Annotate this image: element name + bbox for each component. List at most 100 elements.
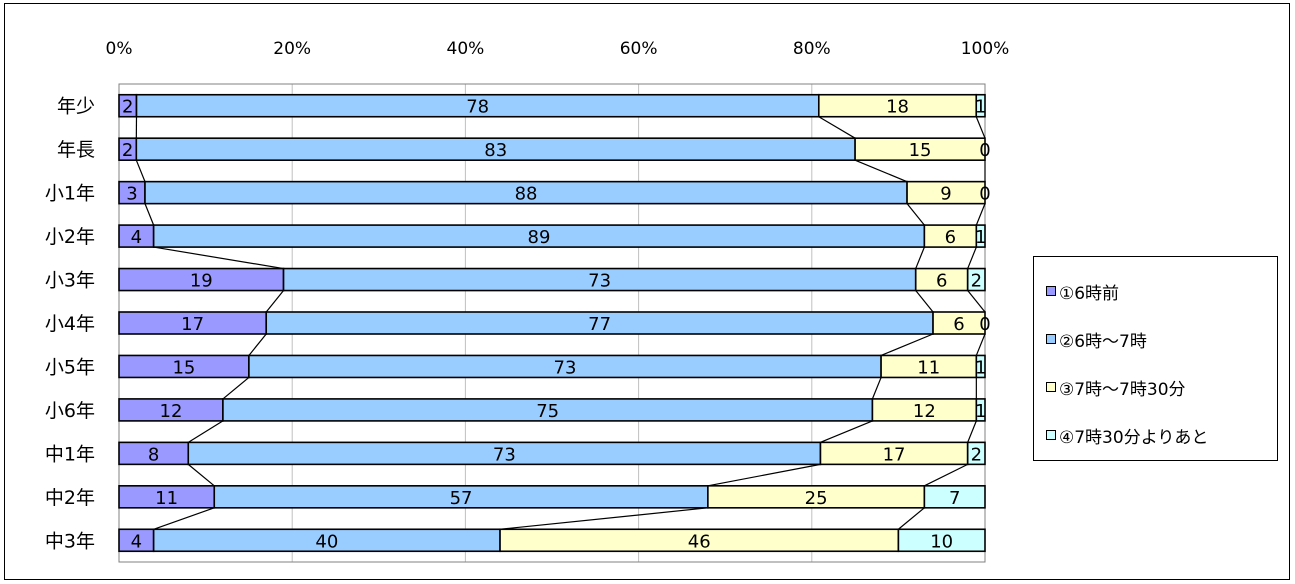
- legend-swatch-series-2: [1046, 334, 1056, 344]
- data-label: 0: [979, 140, 990, 161]
- data-label: 19: [190, 271, 213, 292]
- series-line: [153, 507, 215, 530]
- data-label: 57: [450, 488, 473, 509]
- series-line: [967, 290, 986, 313]
- data-label: 10: [930, 531, 953, 552]
- legend-swatch-series-4: [1046, 430, 1056, 440]
- series-line: [265, 290, 285, 313]
- series-line: [707, 463, 821, 487]
- series-line: [975, 203, 986, 226]
- x-tick-label: 60%: [620, 39, 658, 59]
- data-label: 9: [940, 184, 951, 205]
- data-label: 17: [181, 314, 204, 335]
- category-label: 中2年: [45, 487, 95, 509]
- series-line: [975, 333, 986, 356]
- legend-item-series-3: ③7時～7時30分: [1046, 375, 1186, 400]
- series-line: [499, 507, 708, 530]
- data-label: 75: [536, 401, 559, 422]
- category-label: 小2年: [45, 226, 95, 248]
- data-label: 78: [466, 97, 489, 118]
- data-label: 73: [493, 444, 516, 465]
- data-label: 1: [975, 357, 986, 378]
- data-label: 15: [909, 140, 932, 161]
- series-line: [248, 333, 267, 356]
- x-tick-label: 80%: [793, 39, 831, 59]
- bar-segment: [906, 180, 986, 205]
- legend-swatch-series-1: [1046, 286, 1056, 296]
- bar-segment: [966, 267, 986, 292]
- legend-label-series-2: ②6時～7時: [1059, 331, 1147, 352]
- data-label: 0: [979, 314, 990, 335]
- bar-segment: [897, 528, 986, 553]
- data-label: 1: [975, 97, 986, 118]
- series-line: [967, 246, 977, 269]
- x-tick-label: 20%: [273, 39, 311, 59]
- category-label: 小6年: [45, 400, 95, 422]
- x-tick-label: 40%: [447, 39, 485, 59]
- data-label: 8: [148, 444, 159, 465]
- data-label: 25: [805, 488, 828, 509]
- series-line: [854, 159, 908, 183]
- series-line: [967, 420, 977, 443]
- data-label: 4: [131, 227, 142, 248]
- legend: ①6時前 ②6時～7時 ③7時～7時30分 ④7時30分よりあと: [1033, 256, 1278, 461]
- series-line: [222, 376, 250, 400]
- data-label: 77: [588, 314, 611, 335]
- series-line: [915, 246, 925, 269]
- series-line: [187, 463, 215, 487]
- category-label: 中3年: [45, 530, 95, 552]
- data-label: 2: [971, 271, 982, 292]
- data-label: 17: [883, 444, 906, 465]
- data-label: 15: [172, 357, 195, 378]
- bar-segment: [975, 93, 986, 118]
- category-label: 小3年: [45, 270, 95, 292]
- data-label: 73: [554, 357, 577, 378]
- data-label: 6: [953, 314, 964, 335]
- x-tick-label: 0%: [106, 39, 133, 59]
- data-label: 2: [971, 444, 982, 465]
- data-label: 46: [688, 531, 711, 552]
- data-label: 6: [945, 227, 956, 248]
- series-line: [135, 159, 146, 182]
- bar-segment: [923, 485, 986, 509]
- data-label: 83: [484, 140, 507, 161]
- legend-item-series-4: ④7時30分よりあと: [1046, 423, 1208, 448]
- series-line: [898, 507, 925, 530]
- data-label: 11: [917, 357, 940, 378]
- data-label: 0: [979, 184, 990, 205]
- series-line: [144, 203, 155, 226]
- bar-segment: [975, 354, 986, 379]
- data-label: 73: [588, 271, 611, 292]
- data-label: 2: [122, 97, 133, 118]
- category-label: 中1年: [45, 443, 95, 465]
- category-label: 年長: [57, 139, 95, 161]
- legend-item-series-1: ①6時前: [1046, 279, 1120, 304]
- bar-segment: [854, 137, 986, 161]
- data-label: 12: [913, 401, 936, 422]
- series-line: [820, 420, 873, 443]
- legend-swatch-series-3: [1046, 382, 1056, 392]
- series-line: [906, 203, 925, 226]
- bar-segment: [932, 311, 986, 335]
- series-line: [153, 246, 284, 270]
- series-line: [187, 420, 224, 443]
- legend-label-series-1: ①6時前: [1059, 283, 1120, 304]
- data-label: 3: [126, 184, 137, 205]
- bar-segment: [966, 441, 986, 466]
- data-label: 18: [886, 97, 909, 118]
- data-label: 2: [122, 140, 133, 161]
- series-line: [915, 290, 934, 313]
- data-label: 6: [936, 271, 947, 292]
- category-label: 年少: [57, 96, 95, 118]
- bar-segment: [975, 398, 986, 422]
- series-line: [924, 463, 968, 487]
- x-tick-label: 100%: [961, 39, 1010, 59]
- legend-label-series-3: ③7時～7時30分: [1059, 379, 1186, 400]
- series-line: [880, 333, 934, 357]
- series-line: [871, 377, 882, 400]
- data-label: 88: [515, 184, 538, 205]
- data-label: 12: [160, 401, 183, 422]
- data-label: 89: [528, 227, 551, 248]
- data-label: 40: [315, 531, 338, 552]
